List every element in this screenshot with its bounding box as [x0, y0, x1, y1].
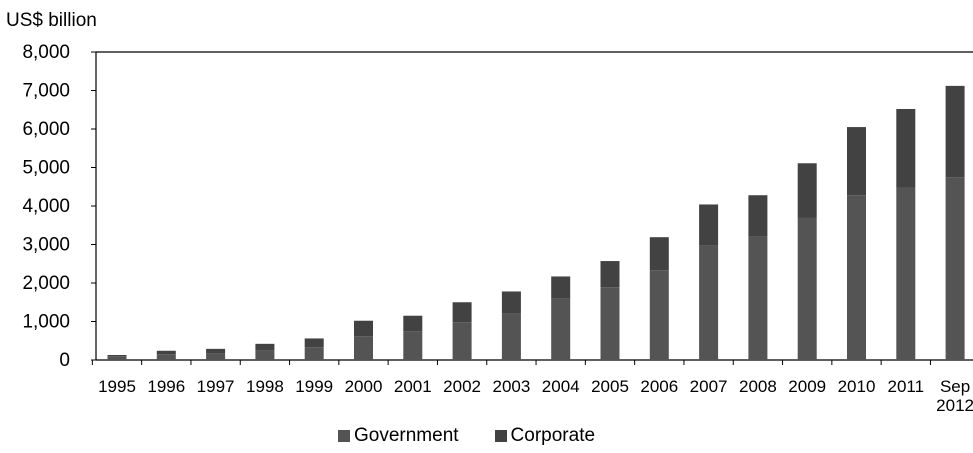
bar-government-1998	[255, 350, 275, 360]
x-tick-label: 1995	[98, 377, 136, 396]
bar-corporate-2005	[600, 261, 620, 288]
bar-corporate-1996	[156, 350, 176, 355]
x-tick-label: 1999	[295, 377, 333, 396]
x-tick-label: 2004	[542, 377, 580, 396]
bar-corporate-2000	[354, 320, 373, 337]
x-tick-label: 2011	[888, 377, 925, 396]
bar-government-2007	[699, 245, 719, 360]
y-tick-label: 6,000	[22, 119, 70, 140]
bar-corporate-1998	[255, 343, 275, 351]
bar-government-2005	[600, 287, 620, 360]
x-tick-label: 2008	[739, 377, 777, 396]
legend-item-government: Government	[338, 425, 459, 447]
bar-government-2004	[551, 298, 571, 360]
bar-government-2010	[847, 195, 866, 360]
legend-label-corporate: Corporate	[510, 425, 596, 446]
bar-corporate-2002	[452, 302, 472, 323]
x-tick-label-line2: 2012	[936, 396, 973, 415]
bar-government-2003	[501, 313, 521, 360]
y-tick-label: 0	[59, 350, 70, 371]
bar-government-1999	[304, 347, 324, 360]
bar-government-2002	[452, 322, 472, 360]
bar-government-2000	[354, 336, 373, 360]
x-tick-label: 2005	[591, 377, 629, 396]
bar-government-sep-2012	[945, 177, 965, 360]
x-tick-label: Sep	[940, 377, 970, 396]
y-tick-label: 2,000	[22, 273, 70, 294]
legend-swatch-government	[338, 430, 350, 442]
y-tick-label: 7,000	[22, 81, 70, 102]
y-axis-unit-label: US$ billion	[6, 10, 97, 31]
legend-swatch-corporate	[494, 430, 507, 442]
bar-corporate-1995	[107, 354, 127, 357]
legend: Government Corporate	[338, 425, 595, 447]
bar-corporate-2008	[748, 195, 768, 237]
legend-item-corporate: Corporate	[494, 425, 596, 447]
bar-government-1996	[156, 354, 176, 360]
bar-corporate-2004	[551, 276, 571, 299]
bar-corporate-sep-2012	[945, 85, 965, 178]
x-tick-label: 1997	[197, 377, 235, 396]
x-tick-label: 1998	[246, 377, 284, 396]
bar-government-2009	[797, 217, 817, 360]
x-tick-label: 2010	[838, 377, 876, 396]
bar-government-1995	[107, 356, 127, 360]
y-tick-label: 1,000	[22, 312, 70, 333]
bar-government-2001	[403, 331, 423, 360]
bar-corporate-1999	[304, 338, 324, 348]
bar-corporate-2006	[649, 237, 669, 271]
bar-corporate-2001	[403, 315, 423, 332]
bar-corporate-2010	[847, 127, 866, 196]
x-tick-label: 2009	[788, 377, 826, 396]
x-tick-label: 2002	[443, 377, 481, 396]
bar-government-1997	[206, 353, 226, 360]
bar-corporate-1997	[206, 348, 226, 354]
y-tick-label: 8,000	[22, 42, 70, 63]
y-tick-label: 4,000	[22, 196, 70, 217]
x-tick-label: 2003	[492, 377, 530, 396]
bar-government-2008	[748, 236, 768, 360]
bar-corporate-2007	[699, 204, 719, 246]
x-tick-label: 2007	[690, 377, 728, 396]
x-tick-label: 2001	[394, 377, 432, 396]
bar-corporate-2009	[797, 163, 817, 218]
x-tick-label: 2000	[345, 377, 383, 396]
y-tick-label: 3,000	[22, 235, 70, 256]
bar-corporate-2003	[501, 291, 521, 314]
x-tick-label: 2006	[640, 377, 678, 396]
y-tick-label: 5,000	[22, 158, 70, 179]
bar-government-2011	[896, 187, 916, 360]
bar-corporate-2011	[896, 108, 916, 188]
bar-government-2006	[649, 270, 669, 360]
x-tick-label: 1996	[147, 377, 185, 396]
legend-label-government: Government	[354, 425, 459, 446]
